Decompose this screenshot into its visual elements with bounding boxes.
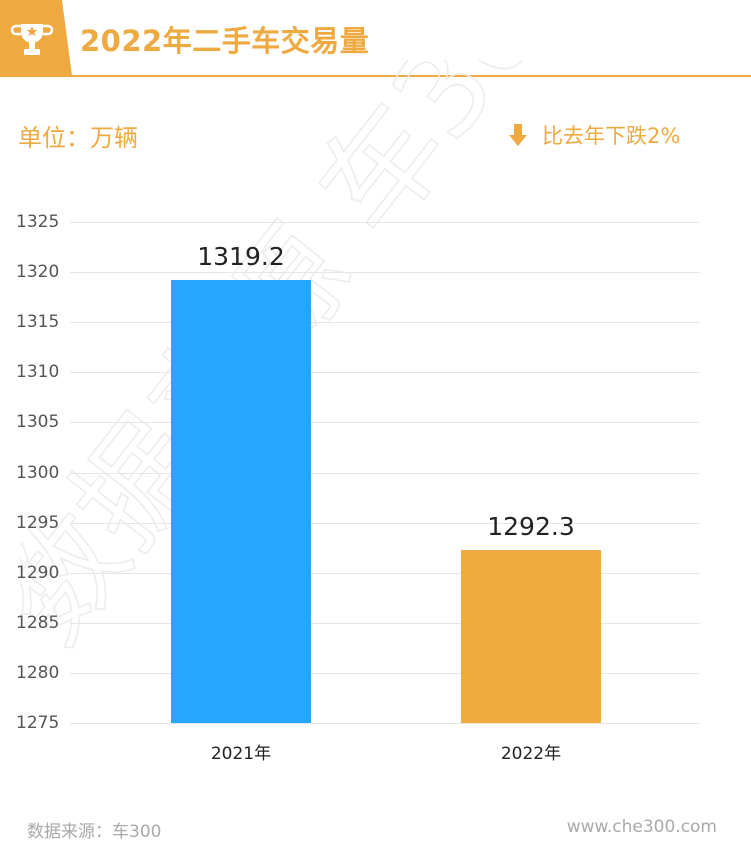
bar-2021年 (171, 280, 311, 723)
y-tick-label: 1290 (16, 562, 60, 583)
change-indicator: 比去年下跌2% (508, 120, 680, 150)
grid-line (70, 572, 700, 574)
grid-line (70, 472, 700, 474)
y-tick-label: 1310 (16, 362, 60, 383)
y-tick-label: 1305 (16, 412, 60, 433)
grid-line (70, 322, 700, 324)
y-tick-label: 1285 (16, 612, 60, 633)
bar-chart: 1275 1280 1285 1290 1295 1300 1305 1310 1315 1320… (0, 200, 751, 780)
footer-url: www.che300.com (566, 817, 717, 837)
grid-line (70, 372, 700, 374)
trophy-icon (0, 0, 72, 76)
footer-source: 数据来源：车300 (27, 822, 162, 842)
arrow-down-icon (509, 124, 527, 146)
bar-value-label: 1319.2 (197, 242, 285, 272)
y-tick-label: 1300 (16, 462, 60, 483)
grid-line (70, 222, 700, 223)
bar-2022年 (461, 549, 601, 723)
grid-line (70, 672, 700, 674)
bar-value-label: 1292.3 (487, 511, 575, 541)
grid-line (70, 723, 700, 724)
grid-line (70, 272, 700, 274)
change-text: 比去年下跌2% (542, 124, 681, 148)
y-tick-label: 1320 (16, 262, 60, 283)
x-category-label: 2021年 (210, 744, 272, 764)
y-tick-label: 1315 (16, 312, 60, 333)
grid-line (70, 622, 700, 624)
y-tick-label: 1325 (16, 212, 60, 232)
header: 2022年二手车交易量 (0, 0, 751, 77)
unit-label: 单位：万辆 (18, 124, 138, 152)
y-tick-label: 1280 (16, 662, 60, 683)
y-tick-label: 1295 (16, 512, 60, 533)
y-tick-label: 1275 (16, 713, 60, 733)
grid-line (70, 522, 700, 524)
grid-line (70, 422, 700, 424)
page-title: 2022年二手车交易量 (80, 24, 370, 58)
x-category-label: 2022年 (500, 744, 562, 764)
header-divider (0, 75, 751, 77)
